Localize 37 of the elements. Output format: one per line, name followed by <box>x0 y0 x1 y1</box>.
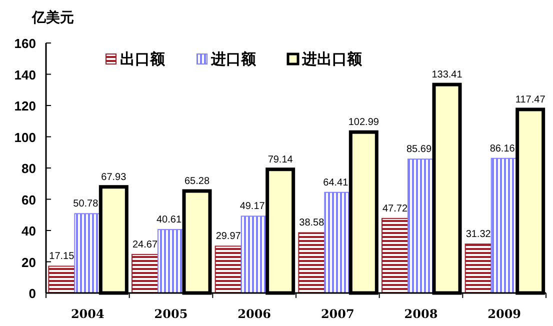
data-label: 117.47 <box>515 94 546 106</box>
x-tick-label: 2007 <box>320 307 354 321</box>
x-tick-label: 2004 <box>70 307 104 321</box>
data-label: 31.32 <box>466 229 492 240</box>
y-axis-title: 亿美元 <box>31 9 74 25</box>
x-tick-label: 2006 <box>238 307 272 321</box>
data-label: 65.28 <box>184 176 210 187</box>
data-label: 40.61 <box>156 214 182 226</box>
legend-label: 进口额 <box>210 50 257 68</box>
y-tick-label: 40 <box>22 224 36 238</box>
data-label: 47.72 <box>382 203 408 214</box>
data-label: 102.99 <box>348 117 380 128</box>
legend-label: 进出口额 <box>301 50 363 68</box>
data-label: 50.78 <box>73 198 99 210</box>
data-label: 85.69 <box>406 144 432 156</box>
y-tick-label: 160 <box>14 36 36 51</box>
y-tick-label: 0 <box>28 286 36 301</box>
data-label: 64.41 <box>323 177 349 188</box>
data-label: 79.14 <box>268 154 294 166</box>
y-tick-label: 80 <box>22 161 36 176</box>
data-label: 49.17 <box>240 201 266 212</box>
y-tick-label: 140 <box>14 67 36 82</box>
data-label: 24.67 <box>132 239 158 250</box>
y-tick-label: 60 <box>22 192 36 208</box>
x-tick-label: 2008 <box>404 307 438 321</box>
x-tick-label: 2009 <box>488 307 522 321</box>
y-tick-label: 120 <box>14 98 36 114</box>
data-label: 67.93 <box>101 172 127 183</box>
legend-label: 出口额 <box>120 50 166 68</box>
y-tick-label: 100 <box>14 130 36 145</box>
y-tick-label: 20 <box>22 254 36 270</box>
data-label: 29.97 <box>216 231 242 242</box>
data-label: 17.15 <box>49 251 75 262</box>
x-tick-label: 2005 <box>154 307 188 321</box>
data-label: 133.41 <box>432 70 463 81</box>
data-label: 38.58 <box>299 218 325 229</box>
data-label: 86.16 <box>490 143 516 154</box>
